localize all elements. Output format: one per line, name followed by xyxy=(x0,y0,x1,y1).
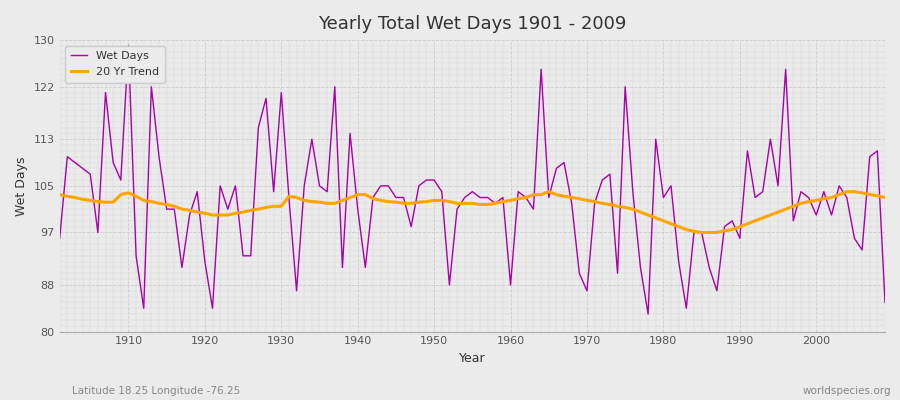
20 Yr Trend xyxy=(115,192,126,197)
Text: Latitude 18.25 Longitude -76.25: Latitude 18.25 Longitude -76.25 xyxy=(72,386,240,396)
Wet Days xyxy=(54,236,65,241)
Wet Days xyxy=(505,282,516,287)
20 Yr Trend xyxy=(605,202,616,207)
Line: Wet Days: Wet Days xyxy=(59,46,885,314)
Text: worldspecies.org: worldspecies.org xyxy=(803,386,891,396)
Line: 20 Yr Trend: 20 Yr Trend xyxy=(59,192,885,232)
20 Yr Trend xyxy=(54,192,65,197)
X-axis label: Year: Year xyxy=(459,352,486,365)
20 Yr Trend xyxy=(284,194,294,199)
Wet Days xyxy=(513,189,524,194)
20 Yr Trend xyxy=(544,189,554,194)
Wet Days xyxy=(643,312,653,316)
Wet Days xyxy=(115,178,126,182)
20 Yr Trend xyxy=(879,195,890,200)
Wet Days xyxy=(292,288,302,293)
Wet Days xyxy=(879,300,890,305)
20 Yr Trend xyxy=(498,199,508,204)
Wet Days xyxy=(605,172,616,176)
Title: Yearly Total Wet Days 1901 - 2009: Yearly Total Wet Days 1901 - 2009 xyxy=(318,15,626,33)
20 Yr Trend xyxy=(505,198,516,203)
Wet Days xyxy=(337,265,347,270)
Y-axis label: Wet Days: Wet Days xyxy=(15,156,28,216)
Legend: Wet Days, 20 Yr Trend: Wet Days, 20 Yr Trend xyxy=(65,46,165,82)
20 Yr Trend xyxy=(329,201,340,206)
Wet Days xyxy=(123,44,134,48)
20 Yr Trend xyxy=(697,230,707,235)
